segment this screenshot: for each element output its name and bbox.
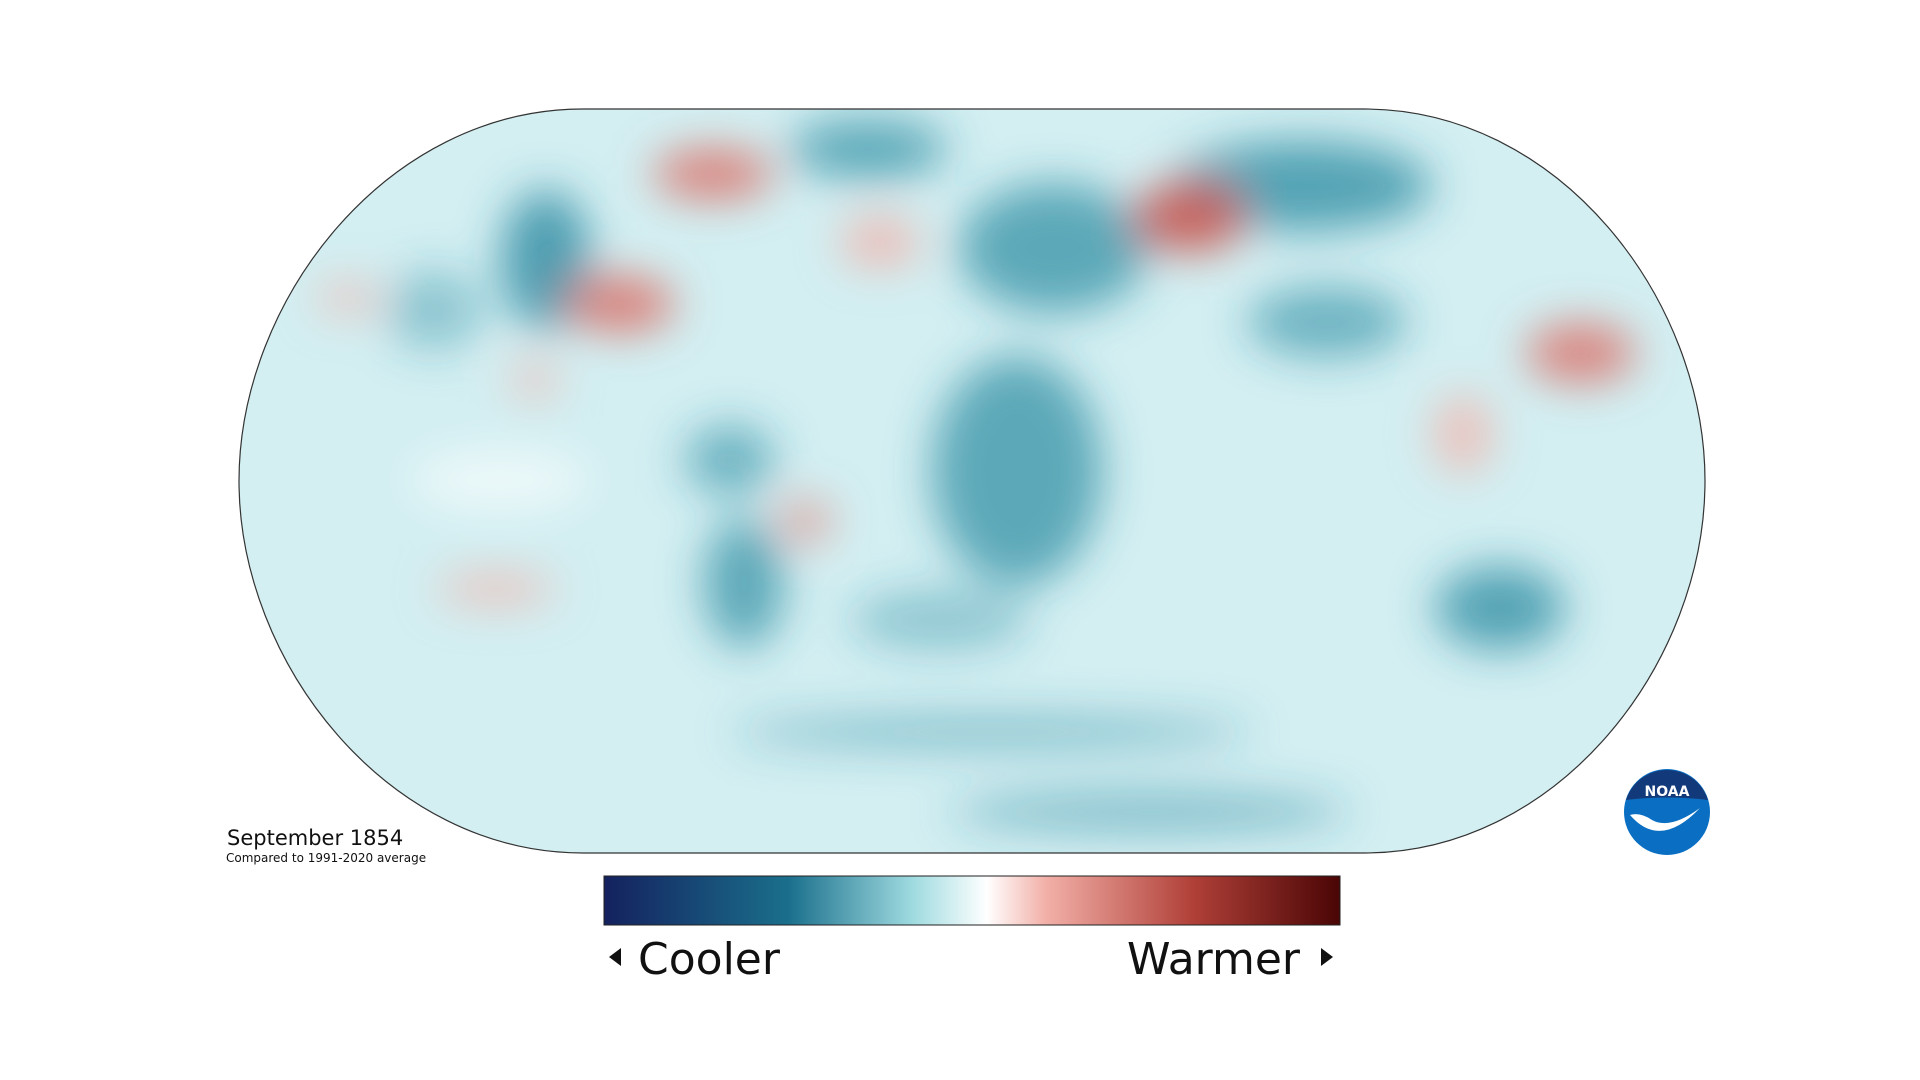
left-arrow <box>609 948 621 966</box>
map-subtitle: Compared to 1991-2020 average <box>226 851 426 865</box>
color-scale <box>603 875 1341 926</box>
anomaly-field <box>239 109 1705 853</box>
map-title: September 1854 <box>227 826 403 850</box>
warmer-label: Warmer <box>1127 934 1301 985</box>
cooler-label: Cooler <box>638 934 781 985</box>
logo-text: NOAA <box>1645 784 1690 800</box>
map-border <box>238 108 1706 854</box>
noaa-logo: NOAA <box>1624 769 1710 855</box>
right-arrow <box>1321 948 1333 966</box>
